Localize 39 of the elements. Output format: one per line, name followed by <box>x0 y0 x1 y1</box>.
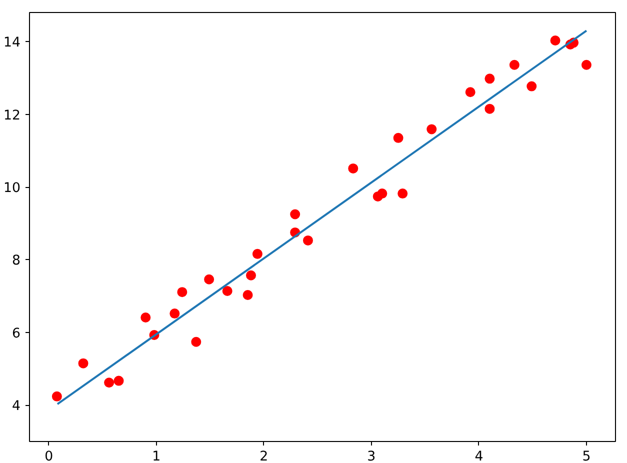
point <box>246 270 256 280</box>
x-tick-label: 0 <box>44 450 54 463</box>
point <box>290 209 300 220</box>
point <box>377 188 388 199</box>
point <box>581 60 592 70</box>
point <box>252 248 262 259</box>
point <box>465 87 476 98</box>
y-tick-label: 8 <box>12 254 21 269</box>
y-tick-label: 12 <box>4 108 21 124</box>
point <box>393 132 404 143</box>
x-tick-label: 4 <box>474 450 484 463</box>
point <box>398 188 408 199</box>
point <box>114 376 124 386</box>
point <box>104 378 114 388</box>
point <box>526 81 537 92</box>
point <box>222 286 232 296</box>
point <box>204 274 214 284</box>
y-tick-label: 4 <box>12 399 21 414</box>
point <box>191 336 202 347</box>
point <box>509 60 520 70</box>
point <box>302 235 313 246</box>
point <box>242 290 253 300</box>
point <box>170 308 180 319</box>
y-tick-label: 6 <box>12 326 21 342</box>
point <box>348 163 358 174</box>
point <box>140 312 151 323</box>
x-tick-label: 3 <box>367 450 376 463</box>
point <box>550 36 560 46</box>
point <box>177 287 188 298</box>
point <box>52 391 62 402</box>
point <box>484 104 495 114</box>
point <box>78 358 88 368</box>
point <box>484 74 495 84</box>
point <box>426 124 437 134</box>
y-tick-label: 14 <box>4 36 21 51</box>
x-tick-label: 2 <box>260 450 268 463</box>
x-tick-label: 5 <box>582 450 591 463</box>
x-tick-label: 1 <box>152 450 161 463</box>
y-tick-label: 10 <box>4 181 21 196</box>
